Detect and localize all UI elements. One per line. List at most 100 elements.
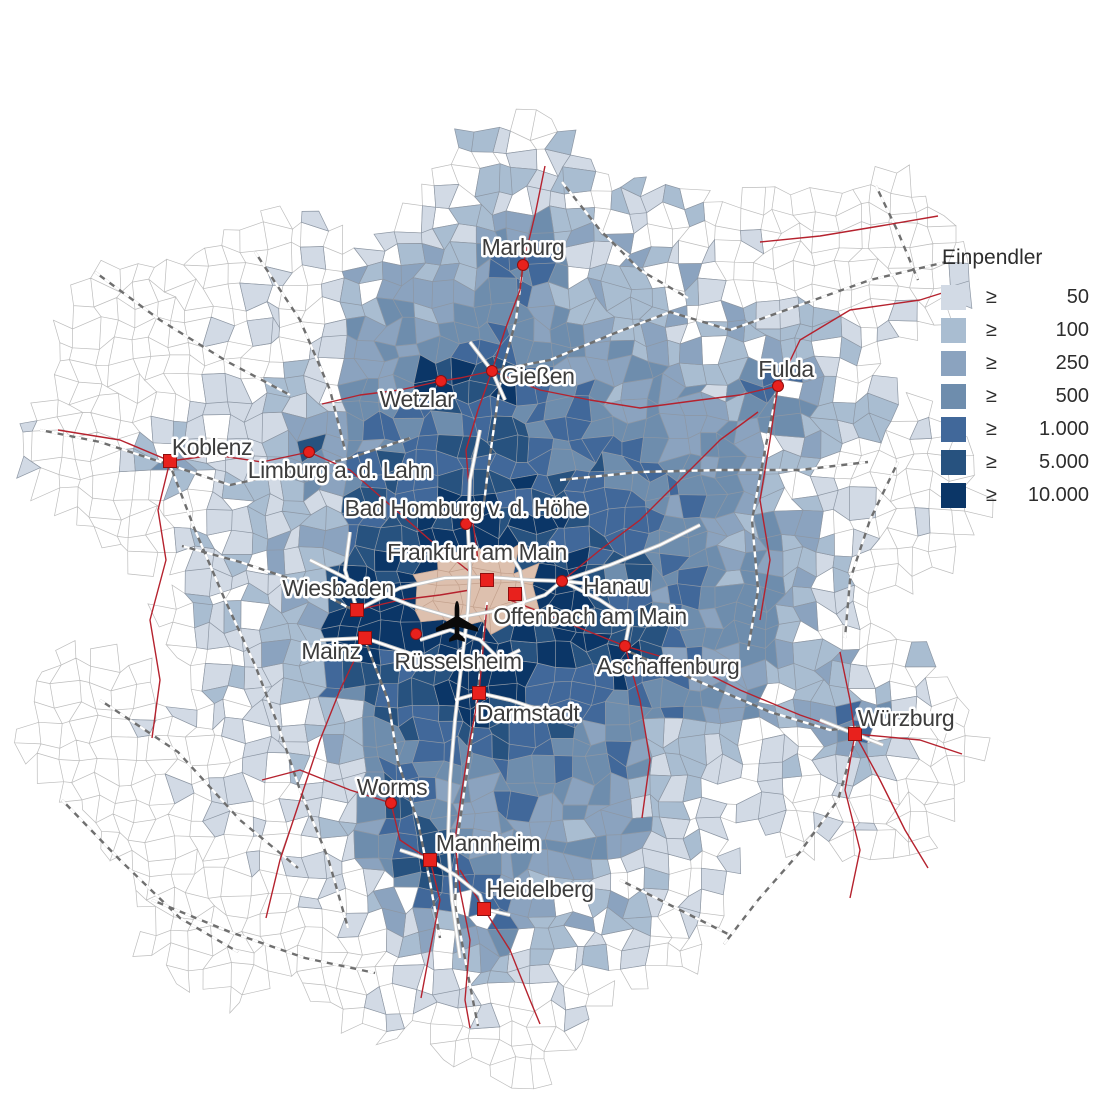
railway-line-dash xyxy=(151,898,376,975)
railway-line-dash xyxy=(39,428,411,487)
legend-swatch xyxy=(941,450,966,475)
legend-ge-symbol: ≥ xyxy=(986,451,997,473)
city-label: Frankfurt am Main xyxy=(387,539,567,565)
city-marker-dot xyxy=(772,380,784,392)
railway-line-dash xyxy=(181,544,358,614)
motorway-line xyxy=(504,544,527,626)
road-line xyxy=(356,589,471,611)
legend-title: Einpendler xyxy=(942,246,1043,269)
city-label: Aschaffenburg xyxy=(597,653,740,679)
city-label: Limburg a. d. Lahn xyxy=(248,457,433,483)
railway-line-dash xyxy=(253,251,347,451)
legend-swatch xyxy=(941,351,966,376)
city-label: Wetzlar xyxy=(380,386,455,412)
legend-rows: ≥50 ≥100 ≥250 ≥500 ≥1.000 ≥5.000 ≥10.000 xyxy=(941,285,1091,508)
motorway-line xyxy=(561,580,632,647)
road-line xyxy=(459,869,541,1025)
railway-line-dash xyxy=(168,464,350,929)
railway-line xyxy=(619,878,729,936)
railway-line xyxy=(99,699,299,869)
road-line xyxy=(509,599,963,755)
legend-row: ≥100 xyxy=(941,318,1091,343)
legend-class-value: 500 xyxy=(1055,385,1089,407)
road-line xyxy=(265,637,366,919)
road-line xyxy=(57,429,471,573)
road-line xyxy=(390,802,441,999)
legend-class-value: 10.000 xyxy=(1027,484,1089,506)
motorway-line xyxy=(356,575,641,611)
legend-ge-symbol: ≥ xyxy=(986,352,997,374)
legend-class-value: 5.000 xyxy=(1038,451,1089,473)
legend-swatch xyxy=(941,384,966,409)
city-marker-square xyxy=(423,853,437,867)
city-label: Mannheim xyxy=(436,830,540,856)
legend-swatch xyxy=(941,417,966,442)
city-marker-dot xyxy=(435,375,447,387)
city-marker-dot xyxy=(486,365,498,377)
motorway-line xyxy=(454,691,541,712)
airport-airplane-icon xyxy=(435,600,479,642)
city-label: Mainz xyxy=(301,638,360,664)
road-line xyxy=(624,645,651,819)
road-line xyxy=(454,604,488,1029)
road-line xyxy=(759,215,939,243)
railway-line-dash xyxy=(491,260,947,373)
road-line xyxy=(261,769,392,804)
city-label: Würzburg xyxy=(858,705,955,731)
city-marker-dot xyxy=(460,518,472,530)
legend-ge-symbol: ≥ xyxy=(986,319,997,341)
city-label: Koblenz xyxy=(172,434,252,460)
city-marker-square xyxy=(350,603,364,617)
city-label: Hanau xyxy=(583,573,649,599)
legend-row: ≥250 xyxy=(941,351,1091,376)
motorway-line xyxy=(419,628,521,662)
railway-line-dash xyxy=(480,264,525,521)
city-labels-layer: Marburg Wetzlar Gießen Fulda KoblenzLimburg … xyxy=(169,232,957,905)
legend-swatch xyxy=(941,285,966,310)
city-label: Bad Homburg v. d. Höhe xyxy=(345,495,588,521)
city-label: Gießen xyxy=(501,363,574,389)
railway-line-dash xyxy=(94,271,291,397)
road-line xyxy=(491,287,959,409)
road-line xyxy=(759,385,779,621)
legend-class-value: 100 xyxy=(1055,319,1089,341)
city-marker-dot xyxy=(619,640,631,652)
city-marker-square xyxy=(163,454,177,468)
city-label: Offenbach am Main xyxy=(493,603,687,629)
city-label: Marburg xyxy=(482,234,565,260)
railway-line-dash xyxy=(624,648,929,732)
railways-layer xyxy=(39,181,947,1027)
legend-class-value: 250 xyxy=(1055,352,1089,374)
legend-swatch xyxy=(941,483,966,508)
road-line xyxy=(561,411,759,582)
road-line xyxy=(465,165,546,561)
city-marker-square xyxy=(358,631,372,645)
city-marker-dot xyxy=(517,259,529,271)
road-line xyxy=(321,370,493,405)
city-label: Heidelberg xyxy=(486,876,593,902)
legend-panel: Einpendler ≥50 ≥100 ≥250 ≥500 ≥1.000 ≥5.000 ≥1… xyxy=(941,246,1091,516)
city-marker-dot xyxy=(410,628,422,640)
railway-line-dash xyxy=(561,181,689,300)
motorway-line xyxy=(343,531,359,611)
city-marker-square xyxy=(848,727,862,741)
city-marker-square xyxy=(472,686,486,700)
legend-class-value: 50 xyxy=(1066,286,1089,308)
legend-swatch xyxy=(941,318,966,343)
city-label: Wiesbaden xyxy=(282,575,393,601)
motorway-line xyxy=(319,636,431,662)
roads-layer xyxy=(57,165,963,1029)
city-label: Fulda xyxy=(758,356,814,382)
legend-row: ≥50 xyxy=(941,285,1091,310)
legend-row: ≥1.000 xyxy=(941,417,1091,442)
airplane-icon xyxy=(435,600,479,642)
legend-class-value: 1.000 xyxy=(1038,418,1089,440)
city-marker-square xyxy=(480,573,494,587)
road-line xyxy=(854,733,929,869)
railway-line-dash xyxy=(559,460,869,482)
railway-line-dash xyxy=(746,385,780,651)
city-label: Worms xyxy=(357,774,427,800)
railway-line-dash xyxy=(61,799,239,954)
railway-line-dash xyxy=(874,185,920,281)
